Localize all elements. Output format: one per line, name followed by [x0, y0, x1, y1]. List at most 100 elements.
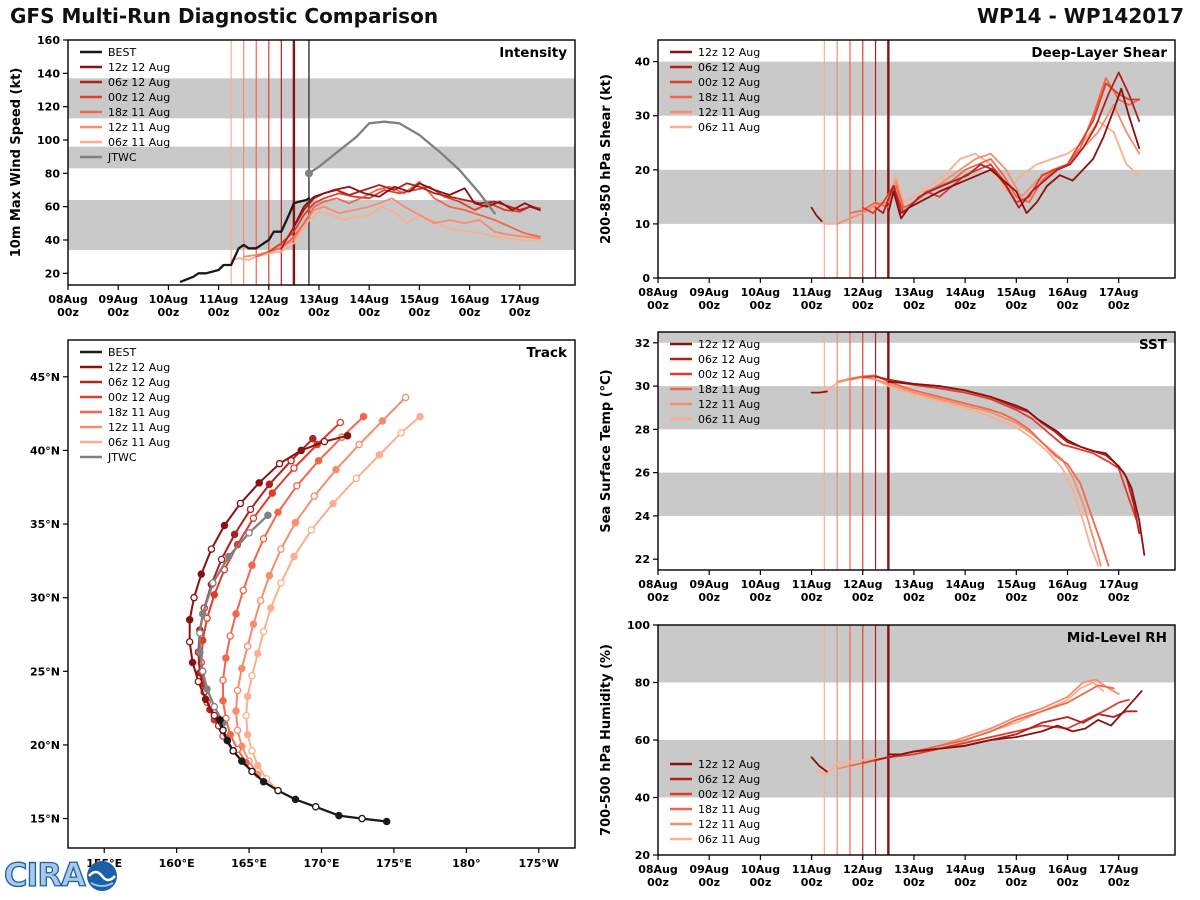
svg-text:09Aug: 09Aug	[98, 293, 138, 306]
svg-text:06z 12 Aug: 06z 12 Aug	[698, 61, 760, 74]
svg-text:00z 12 Aug: 00z 12 Aug	[698, 368, 760, 381]
svg-text:17Aug: 17Aug	[1099, 286, 1139, 299]
svg-text:00z: 00z	[903, 299, 925, 312]
svg-text:00z 12 Aug: 00z 12 Aug	[108, 391, 170, 404]
svg-text:00z: 00z	[647, 299, 669, 312]
svg-text:SST: SST	[1139, 337, 1168, 353]
svg-text:00z: 00z	[1057, 876, 1079, 889]
svg-text:00z: 00z	[107, 306, 129, 319]
svg-text:00z: 00z	[903, 876, 925, 889]
svg-text:14Aug: 14Aug	[945, 578, 985, 591]
svg-text:17Aug: 17Aug	[1099, 863, 1139, 876]
svg-text:00z: 00z	[698, 591, 720, 604]
svg-text:10m Max Wind Speed (kt): 10m Max Wind Speed (kt)	[9, 68, 24, 258]
svg-text:00z: 00z	[57, 306, 79, 319]
svg-text:00z: 00z	[1005, 591, 1027, 604]
svg-text:06z 12 Aug: 06z 12 Aug	[108, 376, 170, 389]
svg-text:28: 28	[635, 423, 650, 436]
svg-text:00z: 00z	[750, 299, 772, 312]
svg-text:12z 12 Aug: 12z 12 Aug	[698, 758, 760, 771]
svg-text:08Aug: 08Aug	[638, 286, 678, 299]
svg-text:24: 24	[635, 510, 651, 523]
svg-text:00z: 00z	[801, 876, 823, 889]
svg-text:25°N: 25°N	[30, 665, 60, 678]
svg-text:160: 160	[37, 34, 60, 47]
svg-text:08Aug: 08Aug	[638, 863, 678, 876]
svg-text:16Aug: 16Aug	[1048, 578, 1088, 591]
svg-text:11Aug: 11Aug	[792, 578, 832, 591]
svg-text:26: 26	[635, 467, 651, 480]
svg-text:40: 40	[635, 56, 651, 69]
svg-text:00z: 00z	[1005, 876, 1027, 889]
svg-text:00z: 00z	[698, 876, 720, 889]
svg-text:30: 30	[635, 380, 651, 393]
svg-text:18z 11 Aug: 18z 11 Aug	[108, 406, 170, 419]
page-title: GFS Multi-Run Diagnostic Comparison	[10, 4, 439, 28]
svg-text:13Aug: 13Aug	[894, 863, 934, 876]
shear-chart: 01020304008Aug00z09Aug00z10Aug00z11Aug00…	[599, 39, 1176, 312]
svg-text:30: 30	[635, 110, 651, 123]
svg-text:06z 11 Aug: 06z 11 Aug	[698, 833, 760, 846]
svg-text:Track: Track	[527, 345, 568, 361]
svg-text:06z 12 Aug: 06z 12 Aug	[108, 76, 170, 89]
svg-text:12z 11 Aug: 12z 11 Aug	[108, 421, 170, 434]
cira-logo: CIRA	[2, 852, 132, 900]
svg-text:80: 80	[45, 167, 61, 180]
svg-text:140: 140	[37, 67, 60, 80]
svg-text:08Aug: 08Aug	[638, 578, 678, 591]
svg-text:12Aug: 12Aug	[843, 863, 883, 876]
svg-text:10Aug: 10Aug	[741, 286, 781, 299]
svg-text:09Aug: 09Aug	[689, 578, 729, 591]
svg-text:12z 11 Aug: 12z 11 Aug	[698, 818, 760, 831]
svg-text:09Aug: 09Aug	[689, 863, 729, 876]
svg-text:00z: 00z	[647, 591, 669, 604]
svg-text:175°W: 175°W	[518, 857, 559, 870]
svg-text:14Aug: 14Aug	[349, 293, 389, 306]
svg-text:Intensity: Intensity	[499, 45, 567, 61]
svg-text:60: 60	[45, 201, 61, 214]
svg-text:160°E: 160°E	[159, 857, 195, 870]
svg-text:16Aug: 16Aug	[1048, 863, 1088, 876]
svg-text:20: 20	[45, 267, 61, 280]
svg-text:00z: 00z	[801, 591, 823, 604]
svg-text:11Aug: 11Aug	[792, 286, 832, 299]
svg-text:06z 11 Aug: 06z 11 Aug	[108, 436, 170, 449]
svg-text:12z 12 Aug: 12z 12 Aug	[108, 361, 170, 374]
svg-text:06z 12 Aug: 06z 12 Aug	[698, 773, 760, 786]
svg-text:00z: 00z	[852, 876, 874, 889]
sst-panel: 22 24 26 28 30 32 08Aug 00z 09Aug 00z 10Aug 00z 11Au…	[599, 322, 1200, 615]
svg-text:Mid-Level RH: Mid-Level RH	[1067, 630, 1167, 646]
storm-id: WP14 - WP142017	[977, 4, 1184, 28]
rh-chart: 2040608010008Aug00z09Aug00z10Aug00z11Aug…	[599, 619, 1176, 889]
svg-text:40: 40	[45, 234, 61, 247]
svg-text:60: 60	[635, 734, 651, 747]
svg-text:80: 80	[635, 677, 651, 690]
svg-text:10Aug: 10Aug	[741, 863, 781, 876]
svg-text:18z 11 Aug: 18z 11 Aug	[108, 106, 170, 119]
svg-text:00z: 00z	[308, 306, 330, 319]
svg-text:20: 20	[635, 849, 651, 862]
svg-text:13Aug: 13Aug	[894, 578, 934, 591]
svg-text:00z: 00z	[1108, 299, 1130, 312]
svg-text:12Aug: 12Aug	[249, 293, 289, 306]
svg-text:20°N: 20°N	[30, 739, 60, 752]
svg-text:12z 12 Aug: 12z 12 Aug	[108, 61, 170, 74]
svg-text:00z: 00z	[903, 591, 925, 604]
svg-text:00z: 00z	[852, 299, 874, 312]
svg-text:15Aug: 15Aug	[400, 293, 440, 306]
svg-text:JTWC: JTWC	[107, 151, 137, 164]
svg-text:40°N: 40°N	[30, 444, 60, 457]
svg-text:13Aug: 13Aug	[299, 293, 339, 306]
sst-chart: 22242628303208Aug00z09Aug00z10Aug00z11Au…	[599, 331, 1176, 604]
svg-text:165°E: 165°E	[231, 857, 267, 870]
cira-logo-graphic: CIRA	[3, 855, 117, 895]
svg-text:12z 11 Aug: 12z 11 Aug	[108, 121, 170, 134]
svg-text:06z 11 Aug: 06z 11 Aug	[108, 136, 170, 149]
svg-text:15°N: 15°N	[30, 813, 60, 826]
svg-text:11Aug: 11Aug	[199, 293, 239, 306]
svg-text:12z 11 Aug: 12z 11 Aug	[698, 398, 760, 411]
svg-text:12Aug: 12Aug	[843, 578, 883, 591]
svg-text:00z: 00z	[1108, 876, 1130, 889]
svg-text:00z: 00z	[954, 591, 976, 604]
svg-text:00z 12 Aug: 00z 12 Aug	[698, 76, 760, 89]
